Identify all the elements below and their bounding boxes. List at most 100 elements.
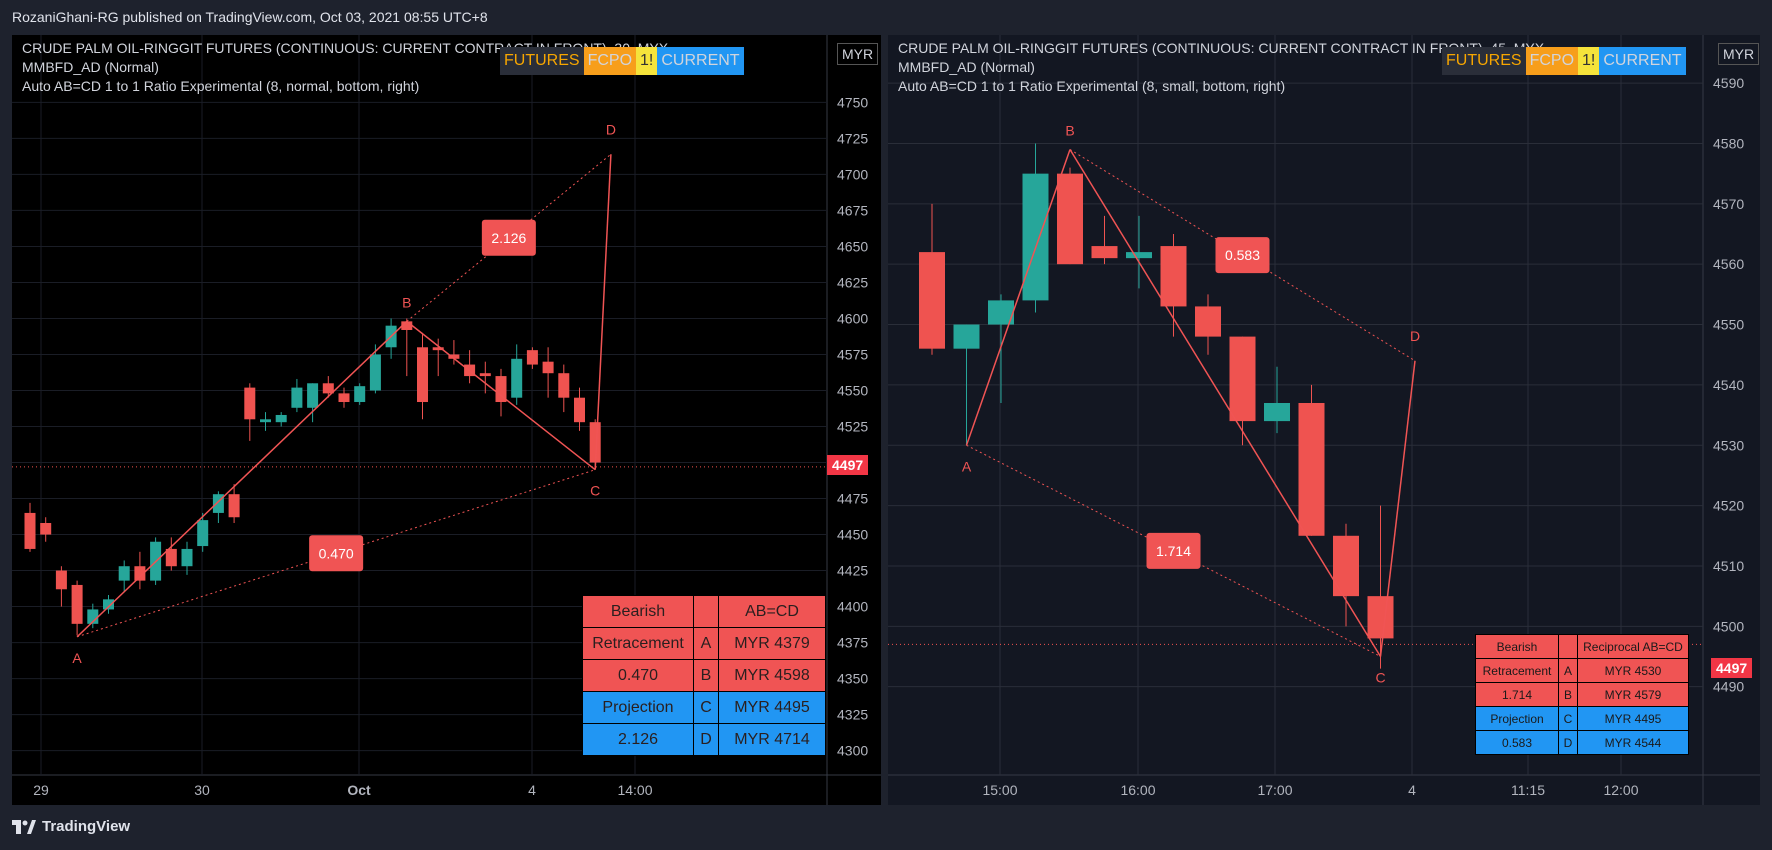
- candle-body: [1333, 535, 1359, 597]
- pattern-point-label: C: [590, 483, 600, 499]
- y-tick-label: 4700: [837, 166, 868, 182]
- table-cell: 1.714: [1475, 682, 1559, 707]
- tradingview-footer[interactable]: TradingView: [12, 818, 130, 835]
- ratio-label-text: 0.583: [1225, 247, 1260, 263]
- y-tick-label: 4560: [1713, 256, 1744, 272]
- right-indicator-abcd: Auto AB=CD 1 to 1 Ratio Experimental (8,…: [898, 78, 1286, 94]
- x-tick-label: 11:15: [1511, 782, 1545, 798]
- ratio-label-box: [1146, 532, 1201, 569]
- footer-brand-text: TradingView: [42, 818, 131, 835]
- y-tick-label: 4580: [1713, 135, 1744, 151]
- candle-body: [479, 373, 491, 377]
- candle-body: [244, 387, 256, 420]
- candle-body: [134, 566, 146, 581]
- y-tick-label: 4325: [837, 707, 868, 723]
- tradingview-logo-icon: [12, 819, 36, 834]
- left-abcd-table: Bearish AB=CD Retracement A MYR 4379 0.470 B…: [582, 595, 826, 756]
- table-cell: MYR 4530: [1577, 658, 1689, 683]
- candle-body: [197, 520, 209, 547]
- candle-body: [71, 584, 83, 624]
- table-header: Bearish: [1475, 634, 1559, 659]
- candle-body: [118, 566, 130, 581]
- left-last-price-tag: 4497: [827, 455, 869, 475]
- candle-body: [558, 373, 570, 398]
- candle-body: [417, 347, 428, 403]
- candle-body: [212, 494, 224, 513]
- left-currency-label[interactable]: MYR: [837, 43, 879, 65]
- candle-body: [1264, 403, 1290, 422]
- candle-body: [40, 523, 52, 535]
- x-tick-label: 4: [1408, 782, 1416, 798]
- candle-body: [432, 347, 444, 351]
- table-cell: A: [1558, 658, 1578, 683]
- candle-body: [511, 358, 523, 398]
- pattern-ratio-ac: [76, 469, 596, 638]
- table-header: Reciprocal AB=CD: [1577, 634, 1689, 659]
- table-cell: 0.583: [1475, 730, 1559, 755]
- table-cell: MYR 4714: [718, 723, 826, 756]
- candle-body: [338, 393, 350, 403]
- y-tick-label: 4750: [837, 94, 868, 110]
- right-currency-label[interactable]: MYR: [1718, 43, 1760, 65]
- y-tick-label: 4570: [1713, 196, 1744, 212]
- candle-body: [307, 383, 319, 408]
- y-tick-label: 4590: [1713, 75, 1744, 91]
- table-cell: B: [693, 659, 719, 692]
- right-chart-pane[interactable]: 4590 4580 4570 4560 4550 4540 4530 4520 4510 4500…: [888, 35, 1760, 805]
- candle-body: [1195, 306, 1221, 337]
- right-symbol-title: CRUDE PALM OIL-RINGGIT FUTURES (CONTINUO…: [898, 40, 1545, 56]
- y-tick-label: 4725: [837, 130, 868, 146]
- pattern-point-label: A: [962, 458, 972, 474]
- x-tick-label: 15:00: [982, 782, 1017, 798]
- pattern-point-label: D: [1410, 328, 1420, 344]
- x-tick-label: 4: [528, 782, 536, 798]
- table-cell: B: [1558, 682, 1578, 707]
- right-chart-canvas[interactable]: 4590 4580 4570 4560 4550 4540 4530 4520 4510 4500…: [888, 35, 1760, 805]
- candle-body: [1367, 596, 1394, 639]
- table-cell: 2.126: [582, 723, 694, 756]
- candle-body: [165, 548, 177, 567]
- pattern-leg-ab: [76, 320, 408, 638]
- table-cell: C: [1558, 706, 1578, 731]
- candle-body: [103, 599, 114, 610]
- candle-body: [1022, 173, 1049, 301]
- table-cell: D: [693, 723, 719, 756]
- left-chart-canvas[interactable]: 4750 4725 4700 4675 4650 4625 4600 4575 4550 4525…: [12, 35, 881, 805]
- table-cell: D: [1558, 730, 1578, 755]
- table-cell: MYR 4579: [1577, 682, 1689, 707]
- y-tick-label: 4490: [1713, 679, 1744, 695]
- ratio-label: 1.714: [1146, 532, 1201, 569]
- y-tick-label: 4575: [837, 346, 868, 362]
- ratio-label-text: 2.126: [491, 230, 526, 246]
- x-tick-label: 30: [194, 782, 210, 798]
- table-cell: Projection: [1475, 706, 1559, 731]
- ratio-label-box: [481, 219, 536, 256]
- badge-contract: 1!: [636, 47, 658, 75]
- badge-futures: FUTURES: [500, 47, 584, 75]
- y-tick-label: 4530: [1713, 437, 1744, 453]
- table-cell: MYR 4495: [718, 691, 826, 724]
- candle-body: [181, 548, 193, 567]
- left-chart-pane[interactable]: 4750 4725 4700 4675 4650 4625 4600 4575 4550 4525…: [12, 35, 881, 805]
- table-header: [1558, 634, 1578, 659]
- pattern-leg-bc: [406, 320, 596, 471]
- y-tick-label: 4500: [1713, 618, 1744, 634]
- pattern-point-label: B: [1065, 123, 1074, 139]
- candle-body: [291, 387, 303, 408]
- table-cell: MYR 4598: [718, 659, 826, 692]
- y-tick-label: 4400: [837, 599, 868, 615]
- candle-body: [354, 386, 366, 403]
- candle-body: [55, 570, 67, 590]
- y-tick-label: 4475: [837, 491, 868, 507]
- right-symbol-badges: FUTURES FCPO 1! CURRENT: [1442, 47, 1686, 75]
- candle-body: [1126, 252, 1152, 259]
- table-header: AB=CD: [718, 595, 826, 628]
- y-tick-label: 4675: [837, 202, 868, 218]
- y-tick-label: 4510: [1713, 558, 1744, 574]
- ratio-label: 0.470: [309, 535, 364, 572]
- y-tick-label: 4350: [837, 671, 868, 687]
- pattern-point-label: D: [606, 121, 616, 137]
- table-cell: Retracement: [582, 627, 694, 660]
- publisher-caption: RozaniGhani-RG published on TradingView.…: [12, 9, 488, 25]
- badge-current: CURRENT: [1599, 47, 1686, 75]
